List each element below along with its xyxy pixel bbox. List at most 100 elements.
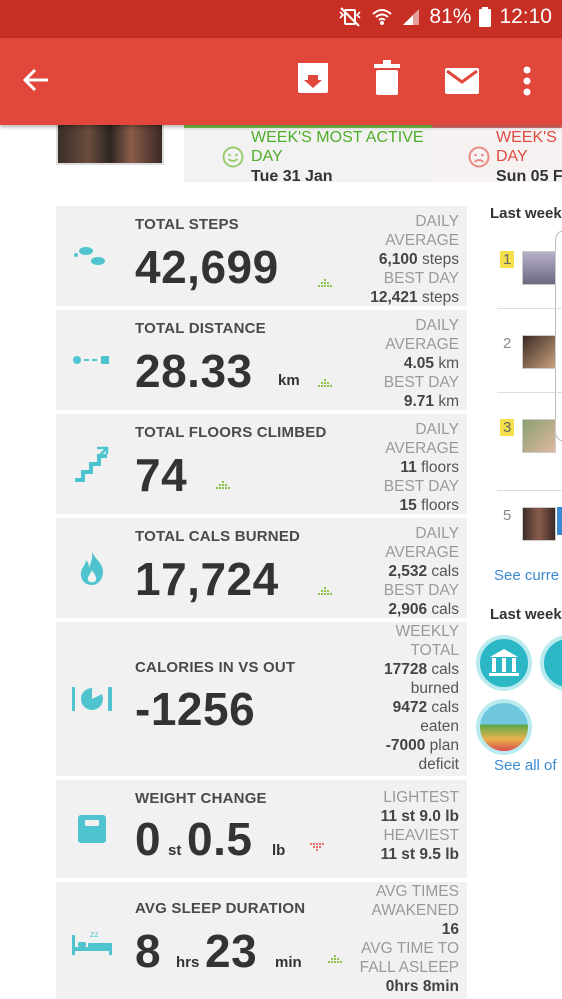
leaderboard-avatar[interactable]	[522, 419, 556, 453]
steps-average-label: AVERAGE	[385, 232, 459, 249]
weight-heaviest-label: HEAVIEST	[383, 827, 459, 844]
total-cals-tile[interactable]: TOTAL CALS BURNED 17,724 DAILY AVERAGE 2…	[56, 518, 467, 618]
speech-bubble	[555, 230, 562, 442]
sad-face-icon	[468, 146, 490, 173]
total-cals-value: 17,724	[135, 553, 279, 605]
mail-icon[interactable]	[445, 68, 479, 99]
distance-unit: km	[278, 372, 300, 389]
avg-sleep-hrs-value: 8	[135, 925, 162, 977]
clock: 12:10	[499, 5, 552, 28]
sleep-awakened-value: 16	[441, 921, 459, 938]
cals-average-value: 2,532	[388, 563, 428, 580]
signal-icon	[403, 9, 420, 25]
calio-weekly-label: WEEKLY	[395, 623, 459, 640]
leaderboard-avatar[interactable]	[522, 251, 556, 285]
see-all-badges-link[interactable]: See all of	[494, 757, 557, 774]
total-floors-label: TOTAL FLOORS CLIMBED	[135, 424, 327, 441]
badge-icon[interactable]	[540, 635, 562, 691]
cals-best-day-label: BEST DAY	[383, 582, 459, 599]
archive-icon[interactable]	[297, 60, 329, 101]
calio-total-label: TOTAL	[410, 642, 459, 659]
rank-2: 2	[503, 335, 512, 352]
leaderboard-avatar[interactable]	[522, 507, 556, 541]
total-distance-value: 28.33	[135, 345, 253, 397]
sleep-awakened-label: AVG TIMES	[376, 883, 459, 900]
distance-best-day-label: BEST DAY	[383, 374, 459, 391]
least-active-title-2: DAY	[496, 148, 528, 165]
app-bar	[0, 38, 562, 125]
see-current-link[interactable]: See curre	[494, 567, 560, 584]
weight-lightest-value: 11 st 9.0 lb	[380, 808, 459, 825]
rank-1: 1	[500, 251, 515, 268]
mini-bar-chart-icon	[216, 481, 230, 489]
mini-bar-chart-icon	[318, 587, 332, 595]
cals-best-day-value: 2,906	[388, 601, 428, 618]
cals-average-unit: cals	[427, 563, 459, 580]
cals-best-day-unit: cals	[427, 601, 459, 618]
steps-average-unit: steps	[417, 251, 459, 268]
leaderboard-avatar[interactable]	[522, 335, 556, 369]
battery-percent: 81%	[429, 5, 472, 28]
badge-icon[interactable]	[476, 635, 532, 691]
content: WEEK'S MOST ACTIVE DAY Tue 31 Jan WEEK'S…	[0, 125, 562, 999]
total-steps-tile[interactable]: TOTAL STEPS 42,699 DAILY AVERAGE 6,100 s…	[56, 206, 467, 306]
calio-eaten-unit: cals	[427, 699, 459, 716]
divider	[497, 490, 562, 491]
vibrate-mute-icon	[339, 7, 361, 27]
floors-best-day-value: 15	[399, 497, 417, 514]
sleep-hrs-unit: hrs	[176, 954, 200, 971]
divider	[497, 308, 562, 309]
floors-best-day-label: BEST DAY	[383, 478, 459, 495]
divider	[497, 392, 562, 393]
distance-daily-label: DAILY	[415, 317, 459, 334]
distance-average-value: 4.05	[403, 355, 435, 372]
wifi-icon	[372, 9, 393, 25]
flame-icon	[56, 518, 128, 618]
most-active-date: Tue 31 Jan	[251, 168, 333, 185]
scale-icon	[56, 780, 128, 878]
calories-in-vs-out-value: -1256	[135, 683, 256, 735]
last-week-leaderboard-heading: Last week	[490, 205, 562, 222]
bed-icon: zz	[56, 882, 128, 999]
total-floors-value: 74	[135, 449, 188, 501]
weight-lb-unit: lb	[272, 842, 286, 859]
sleep-awakened-label-2: AWAKENED	[371, 902, 459, 919]
plate-cutlery-icon	[56, 622, 128, 776]
mini-bar-chart-down-icon	[310, 843, 324, 851]
least-active-date: Sun 05 Fe	[496, 168, 562, 185]
total-floors-tile[interactable]: TOTAL FLOORS CLIMBED 74 DAILY AVERAGE 11…	[56, 414, 467, 514]
back-arrow-icon[interactable]	[22, 66, 50, 99]
calio-burned-label: burned	[410, 680, 459, 697]
weight-change-label: WEIGHT CHANGE	[135, 790, 267, 807]
calio-eaten-label: eaten	[420, 718, 459, 735]
weight-st-unit: st	[168, 842, 182, 859]
floors-average-value: 11	[400, 459, 417, 476]
more-vert-icon[interactable]	[522, 66, 532, 101]
distance-icon	[56, 310, 128, 410]
steps-average-value: 6,100	[378, 251, 418, 268]
battery-icon	[479, 7, 492, 27]
mini-bar-chart-icon	[328, 955, 342, 963]
floors-average-unit: floors	[416, 459, 459, 476]
most-active-title: WEEK'S MOST ACTIVE	[251, 129, 424, 146]
sleep-fall-asleep-label-2: FALL ASLEEP	[359, 959, 459, 976]
floors-best-day-unit: floors	[416, 497, 459, 514]
weight-change-st-value: 0	[135, 813, 162, 865]
cals-average-label: AVERAGE	[385, 544, 459, 561]
status-bar: 81% 12:10	[0, 0, 562, 38]
weight-lightest-label: LIGHTEST	[383, 789, 459, 806]
most-active-day-card: WEEK'S MOST ACTIVE DAY Tue 31 Jan	[184, 125, 432, 185]
steps-daily-label: DAILY	[415, 213, 459, 230]
steps-best-day-unit: steps	[417, 289, 459, 306]
weight-heaviest-value: 11 st 9.5 lb	[380, 846, 459, 863]
weight-change-tile[interactable]: WEIGHT CHANGE 0 st 0.5 lb LIGHTEST 11 st…	[56, 780, 467, 878]
total-distance-tile[interactable]: TOTAL DISTANCE 28.33 km DAILY AVERAGE 4.…	[56, 310, 467, 410]
delete-icon[interactable]	[374, 60, 400, 101]
sleep-fall-asleep-label: AVG TIME TO	[361, 940, 459, 957]
distance-best-day-value: 9.71	[403, 393, 435, 410]
rainbow-badge-icon[interactable]	[476, 699, 532, 755]
avg-sleep-tile[interactable]: zz AVG SLEEP DURATION 8 hrs 23 min AVG T…	[56, 882, 467, 999]
total-steps-value: 42,699	[135, 241, 279, 293]
rank-5: 5	[503, 507, 512, 524]
calories-in-vs-out-tile[interactable]: CALORIES IN VS OUT -1256 WEEKLY TOTAL 17…	[56, 622, 467, 776]
